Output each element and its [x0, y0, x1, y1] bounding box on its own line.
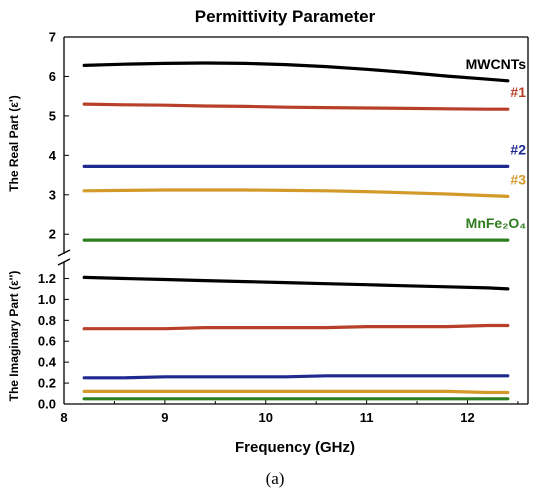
series-label: MWCNTs: [466, 56, 527, 72]
panel-imaginary: 0.0 0.2 0.4 0.6 0.8 1.0 1.2 The Imaginary Part …: [7, 271, 510, 412]
y-tick-label: 3: [49, 187, 56, 202]
series-line-imaginary-1: [82, 323, 510, 331]
y-tick-label: 6: [49, 69, 56, 84]
series-line-real-1: [82, 102, 510, 111]
plot-area: 8 9 10 11 12 2 3 4 5 6 7 The Real Part (ε') MWCNTs #1…: [7, 30, 529, 425]
x-tick-label: 9: [161, 410, 168, 425]
series-label: MnFe₂O₄: [466, 215, 526, 231]
y-tick-label: 1.2: [38, 271, 56, 286]
y-tick-label: 0.0: [38, 397, 56, 412]
y-tick-label: 5: [49, 108, 56, 123]
y-axis-title-imaginary: The Imaginary Part (ε''): [7, 271, 21, 402]
panel-real: 2 3 4 5 6 7 The Real Part (ε') MWCNTs #1 #2 #3 MnFe…: [7, 30, 526, 242]
series-line-real-3: [82, 188, 510, 198]
figure-caption: (a): [266, 469, 285, 488]
y-tick-label: 0.2: [38, 376, 56, 391]
x-axis-title: Frequency (GHz): [235, 439, 355, 456]
series-line-imaginary-2: [82, 374, 510, 380]
y-tick-label: 2: [49, 227, 56, 242]
y-tick-label: 7: [49, 30, 56, 45]
x-tick-label: 8: [60, 410, 67, 425]
series-line-imaginary-3: [82, 389, 510, 395]
x-tick-label: 11: [360, 410, 374, 425]
series-label: #1: [510, 84, 526, 100]
y-tick-label: 1.0: [38, 292, 56, 307]
y-tick-label: 0.8: [38, 313, 56, 328]
series-label: #3: [510, 171, 526, 187]
series-line-real-0: [82, 61, 510, 83]
series-label: #2: [510, 141, 526, 157]
x-tick-label: 12: [460, 410, 474, 425]
chart-title: Permittivity Parameter: [195, 7, 376, 26]
y-tick-label: 4: [49, 148, 57, 163]
x-tick-label: 10: [259, 410, 273, 425]
series-line-imaginary-0: [82, 275, 510, 291]
y-tick-label: 0.4: [38, 355, 57, 370]
y-tick-label: 0.6: [38, 334, 56, 349]
axis-break-mark: [57, 249, 71, 266]
y-axis-title-real: The Real Part (ε'): [7, 95, 21, 192]
